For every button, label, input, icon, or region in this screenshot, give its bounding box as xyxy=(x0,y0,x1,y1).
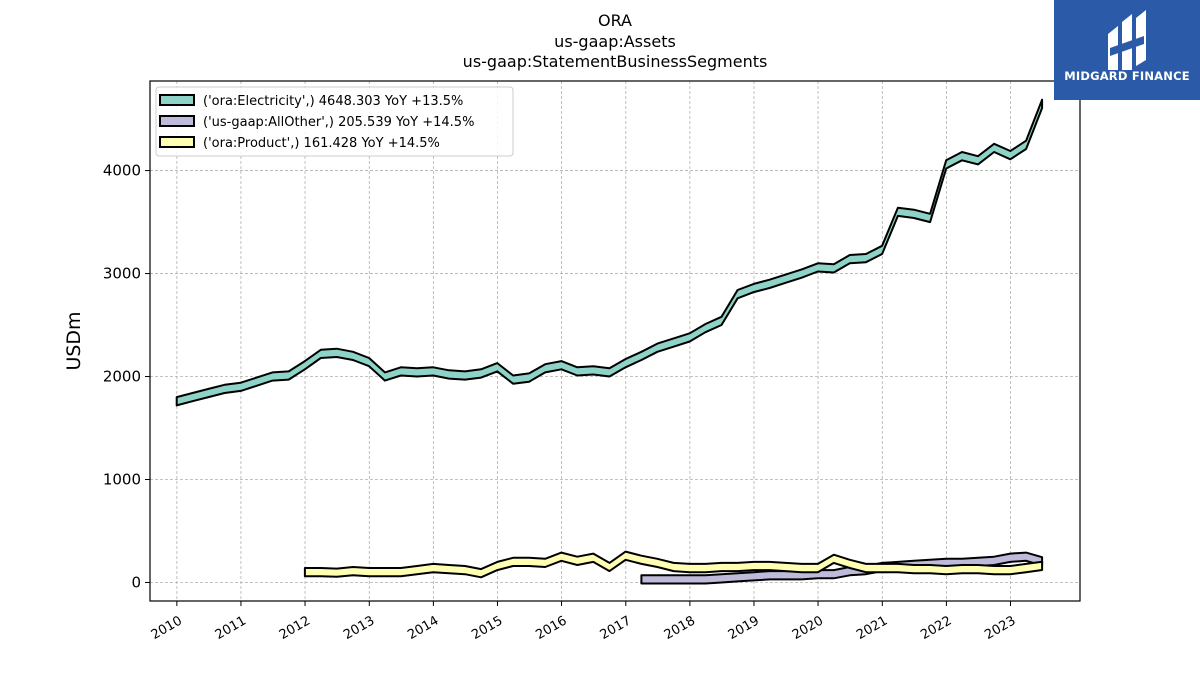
series-layer xyxy=(175,98,1044,585)
title-line-3: us-gaap:StatementBusinessSegments xyxy=(463,52,768,71)
x-tick-label: 2019 xyxy=(726,613,762,643)
chart-title: ORA us-gaap:Assets us-gaap:StatementBusi… xyxy=(463,11,768,71)
legend-swatch xyxy=(159,94,195,106)
x-tick-label: 2011 xyxy=(213,613,249,643)
grid xyxy=(150,81,1080,601)
logo-text: MIDGARD FINANCE xyxy=(1064,69,1190,83)
x-tick-label: 2021 xyxy=(854,613,890,643)
x-tick-label: 2013 xyxy=(341,613,377,643)
x-tick-label: 2014 xyxy=(405,613,441,643)
x-tick-label: 2020 xyxy=(790,613,826,643)
y-tick-label: 1000 xyxy=(103,470,141,488)
y-tick-label: 4000 xyxy=(103,162,141,180)
title-line-2: us-gaap:Assets xyxy=(554,32,676,51)
legend-label: ('ora:Electricity',) 4648.303 YoY +13.5% xyxy=(203,94,463,109)
legend-swatch xyxy=(159,136,195,148)
x-tick-label: 2018 xyxy=(662,613,698,643)
y-tick-label: 3000 xyxy=(103,265,141,283)
y-tick-label: 2000 xyxy=(103,368,141,386)
legend-label: ('ora:Product',) 161.428 YoY +14.5% xyxy=(203,136,440,151)
title-line-1: ORA xyxy=(598,11,632,30)
midgard-finance-logo: MIDGARD FINANCE xyxy=(1054,0,1200,100)
series-band xyxy=(303,550,1044,579)
y-tick-label: 0 xyxy=(131,573,141,591)
x-axis: 2010 2011 2012 2013 2014 2015 2016 2017 2018 2019… xyxy=(149,601,1018,643)
y-axis: 0 1000 2000 3000 4000 xyxy=(103,162,150,591)
series-band xyxy=(175,98,1044,407)
x-tick-label: 2017 xyxy=(598,613,634,643)
y-axis-label: USDm xyxy=(63,311,85,370)
legend-box xyxy=(155,86,514,157)
x-tick-label: 2012 xyxy=(277,613,313,643)
x-tick-label: 2016 xyxy=(533,613,569,643)
logo-mark-icon xyxy=(1108,10,1146,70)
plot-frame xyxy=(149,80,1081,602)
x-tick-label: 2010 xyxy=(149,613,185,643)
legend: ('ora:Electricity',) 4648.303 YoY +13.5%… xyxy=(155,86,514,157)
x-tick-label: 2022 xyxy=(918,613,954,643)
x-tick-label: 2023 xyxy=(982,613,1018,643)
x-tick-label: 2015 xyxy=(469,613,505,643)
legend-label: ('us-gaap:AllOther',) 205.539 YoY +14.5% xyxy=(203,115,474,130)
legend-swatch xyxy=(159,115,195,127)
